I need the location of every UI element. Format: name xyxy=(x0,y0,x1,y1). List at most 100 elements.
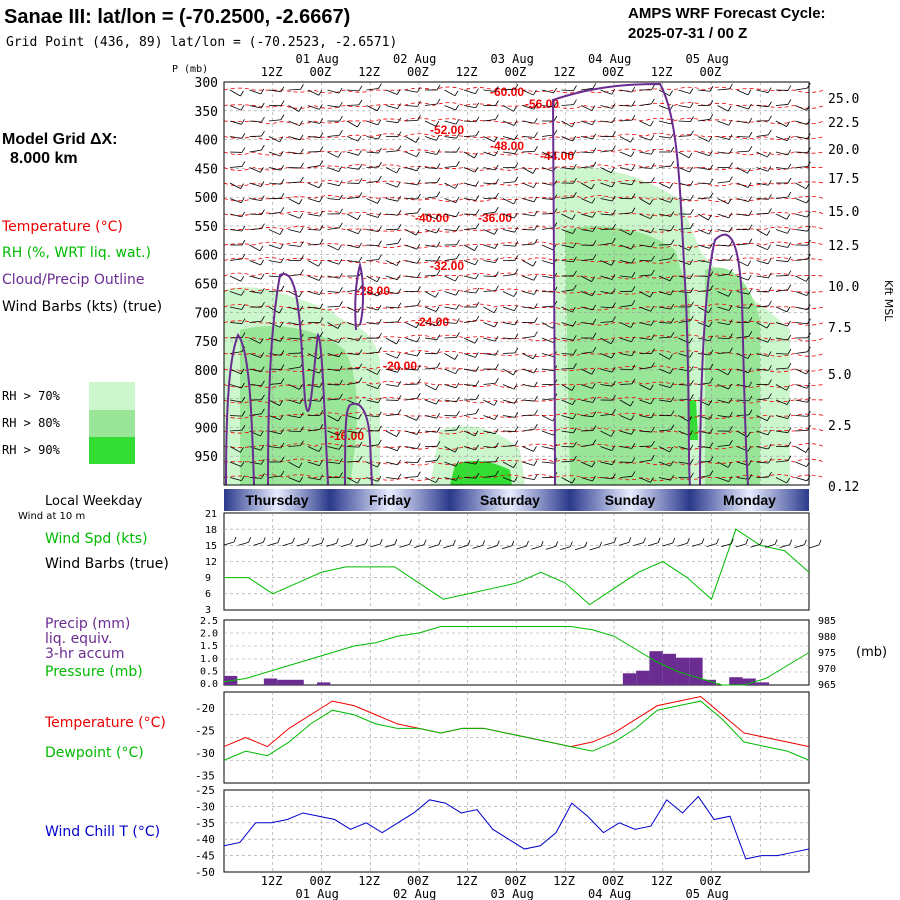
wind-barb-feather xyxy=(358,413,362,420)
wind-barb-feather xyxy=(378,425,382,431)
wind-barb-feather xyxy=(728,319,733,325)
wind-barb-feather xyxy=(397,274,401,280)
surface-wind-barb xyxy=(765,544,776,548)
wind-barb xyxy=(756,212,769,215)
wind-barb xyxy=(717,444,730,447)
wind-barb xyxy=(366,275,378,283)
wind-barb xyxy=(756,446,769,450)
wind-barb-feather xyxy=(767,258,772,265)
wind-barb-feather xyxy=(651,98,655,105)
wind-barb-feather xyxy=(378,161,382,168)
wind-barb-feather xyxy=(729,268,733,275)
wind-barb xyxy=(424,136,437,141)
wind-barb-feather xyxy=(728,383,732,390)
wind-barb xyxy=(600,150,613,153)
wind-barb xyxy=(600,477,613,480)
wind-barb-feather xyxy=(396,431,400,437)
wind-barb xyxy=(775,322,788,327)
wind-barb xyxy=(346,104,360,106)
wind-barb-feather xyxy=(534,210,538,217)
wind-barb-feather xyxy=(708,136,713,142)
wind-barb xyxy=(346,289,359,292)
legend-rh: RH (%, WRT liq. wat.) xyxy=(2,245,151,261)
wind-barb xyxy=(405,275,418,278)
wind-barb xyxy=(405,89,418,93)
wind-barb xyxy=(405,167,418,172)
top-hour-tick: 00Z xyxy=(602,65,624,79)
wind-barb-feather xyxy=(612,473,616,479)
wind-barb xyxy=(463,413,476,416)
wind-barb xyxy=(561,430,574,434)
wind-barb-feather xyxy=(631,165,635,171)
wind-barb xyxy=(483,446,496,449)
wind-barb-feather xyxy=(376,369,381,375)
wind-barb xyxy=(522,336,535,339)
wind-barb xyxy=(366,151,379,154)
pressure-tick-label: 975 xyxy=(818,648,836,659)
wind-barb xyxy=(405,322,417,329)
wind-barb-feather xyxy=(650,306,655,312)
wind-barb-feather xyxy=(768,272,772,279)
wind-barb xyxy=(346,353,359,355)
precip-bar xyxy=(689,657,703,685)
wind-barb-feather xyxy=(611,103,616,109)
wind-barb-feather xyxy=(241,290,245,296)
wind-barb-feather xyxy=(611,352,615,359)
wind-barb-feather xyxy=(435,398,440,405)
wind-barb-feather xyxy=(787,85,792,91)
wind-barb-feather xyxy=(338,351,343,358)
wind-barb-feather xyxy=(573,99,577,105)
wind-barb xyxy=(249,260,261,266)
wind-barb xyxy=(541,461,554,464)
wind-barb xyxy=(483,182,496,185)
wind-barb xyxy=(561,196,574,199)
wind-barb-feather xyxy=(592,475,596,482)
precip-tick-label: 0.0 xyxy=(200,679,218,690)
wind-barb xyxy=(756,368,769,371)
wind-barb-feather xyxy=(689,366,694,372)
temperature-contour-label: -44.00 xyxy=(540,149,574,163)
wind-barb xyxy=(717,399,730,404)
wind-barb-feather xyxy=(455,304,460,310)
forecast-cycle-date: 2025-07-31 / 00 Z xyxy=(628,25,747,42)
wind-tick-label: 9 xyxy=(205,573,211,584)
wind-barb-feather xyxy=(709,164,714,170)
wind-barb xyxy=(229,322,242,324)
wind-barb xyxy=(541,227,554,230)
wind-barb-feather xyxy=(786,121,790,127)
wind-barb xyxy=(678,182,691,187)
wind-barb-feather xyxy=(415,322,420,328)
wind-barb xyxy=(561,136,573,142)
wind-barb xyxy=(561,260,574,263)
wind-barb xyxy=(795,399,808,403)
wind-barb-feather xyxy=(319,160,324,166)
wind-barb xyxy=(756,198,769,200)
rh90-label: RH > 90% xyxy=(2,443,61,457)
wind-barb xyxy=(483,337,496,342)
wind-barb xyxy=(658,368,671,374)
wind-barb xyxy=(385,150,398,153)
wind-barb xyxy=(424,322,437,326)
wind-barb-feather xyxy=(378,254,382,260)
wind-barb-feather xyxy=(805,183,810,190)
wind-barb xyxy=(678,135,691,137)
wind-barb-feather xyxy=(495,470,499,477)
wind-barb xyxy=(229,399,242,403)
wind-barb-feather xyxy=(532,353,537,359)
wind-barb xyxy=(229,477,242,481)
surface-wind-barb xyxy=(487,545,498,549)
wind-barb xyxy=(346,430,359,434)
wind-barb xyxy=(600,446,612,451)
wind-barb-feather xyxy=(670,396,675,402)
wind-barb-feather xyxy=(377,383,382,389)
wind-barb xyxy=(756,322,768,329)
wind-barb xyxy=(229,258,242,261)
wind-barb xyxy=(268,211,281,215)
wind-barb-feather xyxy=(436,455,441,461)
wind-barb xyxy=(444,461,456,467)
wind-barb-feather xyxy=(729,148,733,154)
wind-barb-feather xyxy=(514,398,518,404)
wind-barb xyxy=(307,428,320,432)
surface-wind-barb xyxy=(589,546,600,551)
wind-barb xyxy=(346,120,358,128)
